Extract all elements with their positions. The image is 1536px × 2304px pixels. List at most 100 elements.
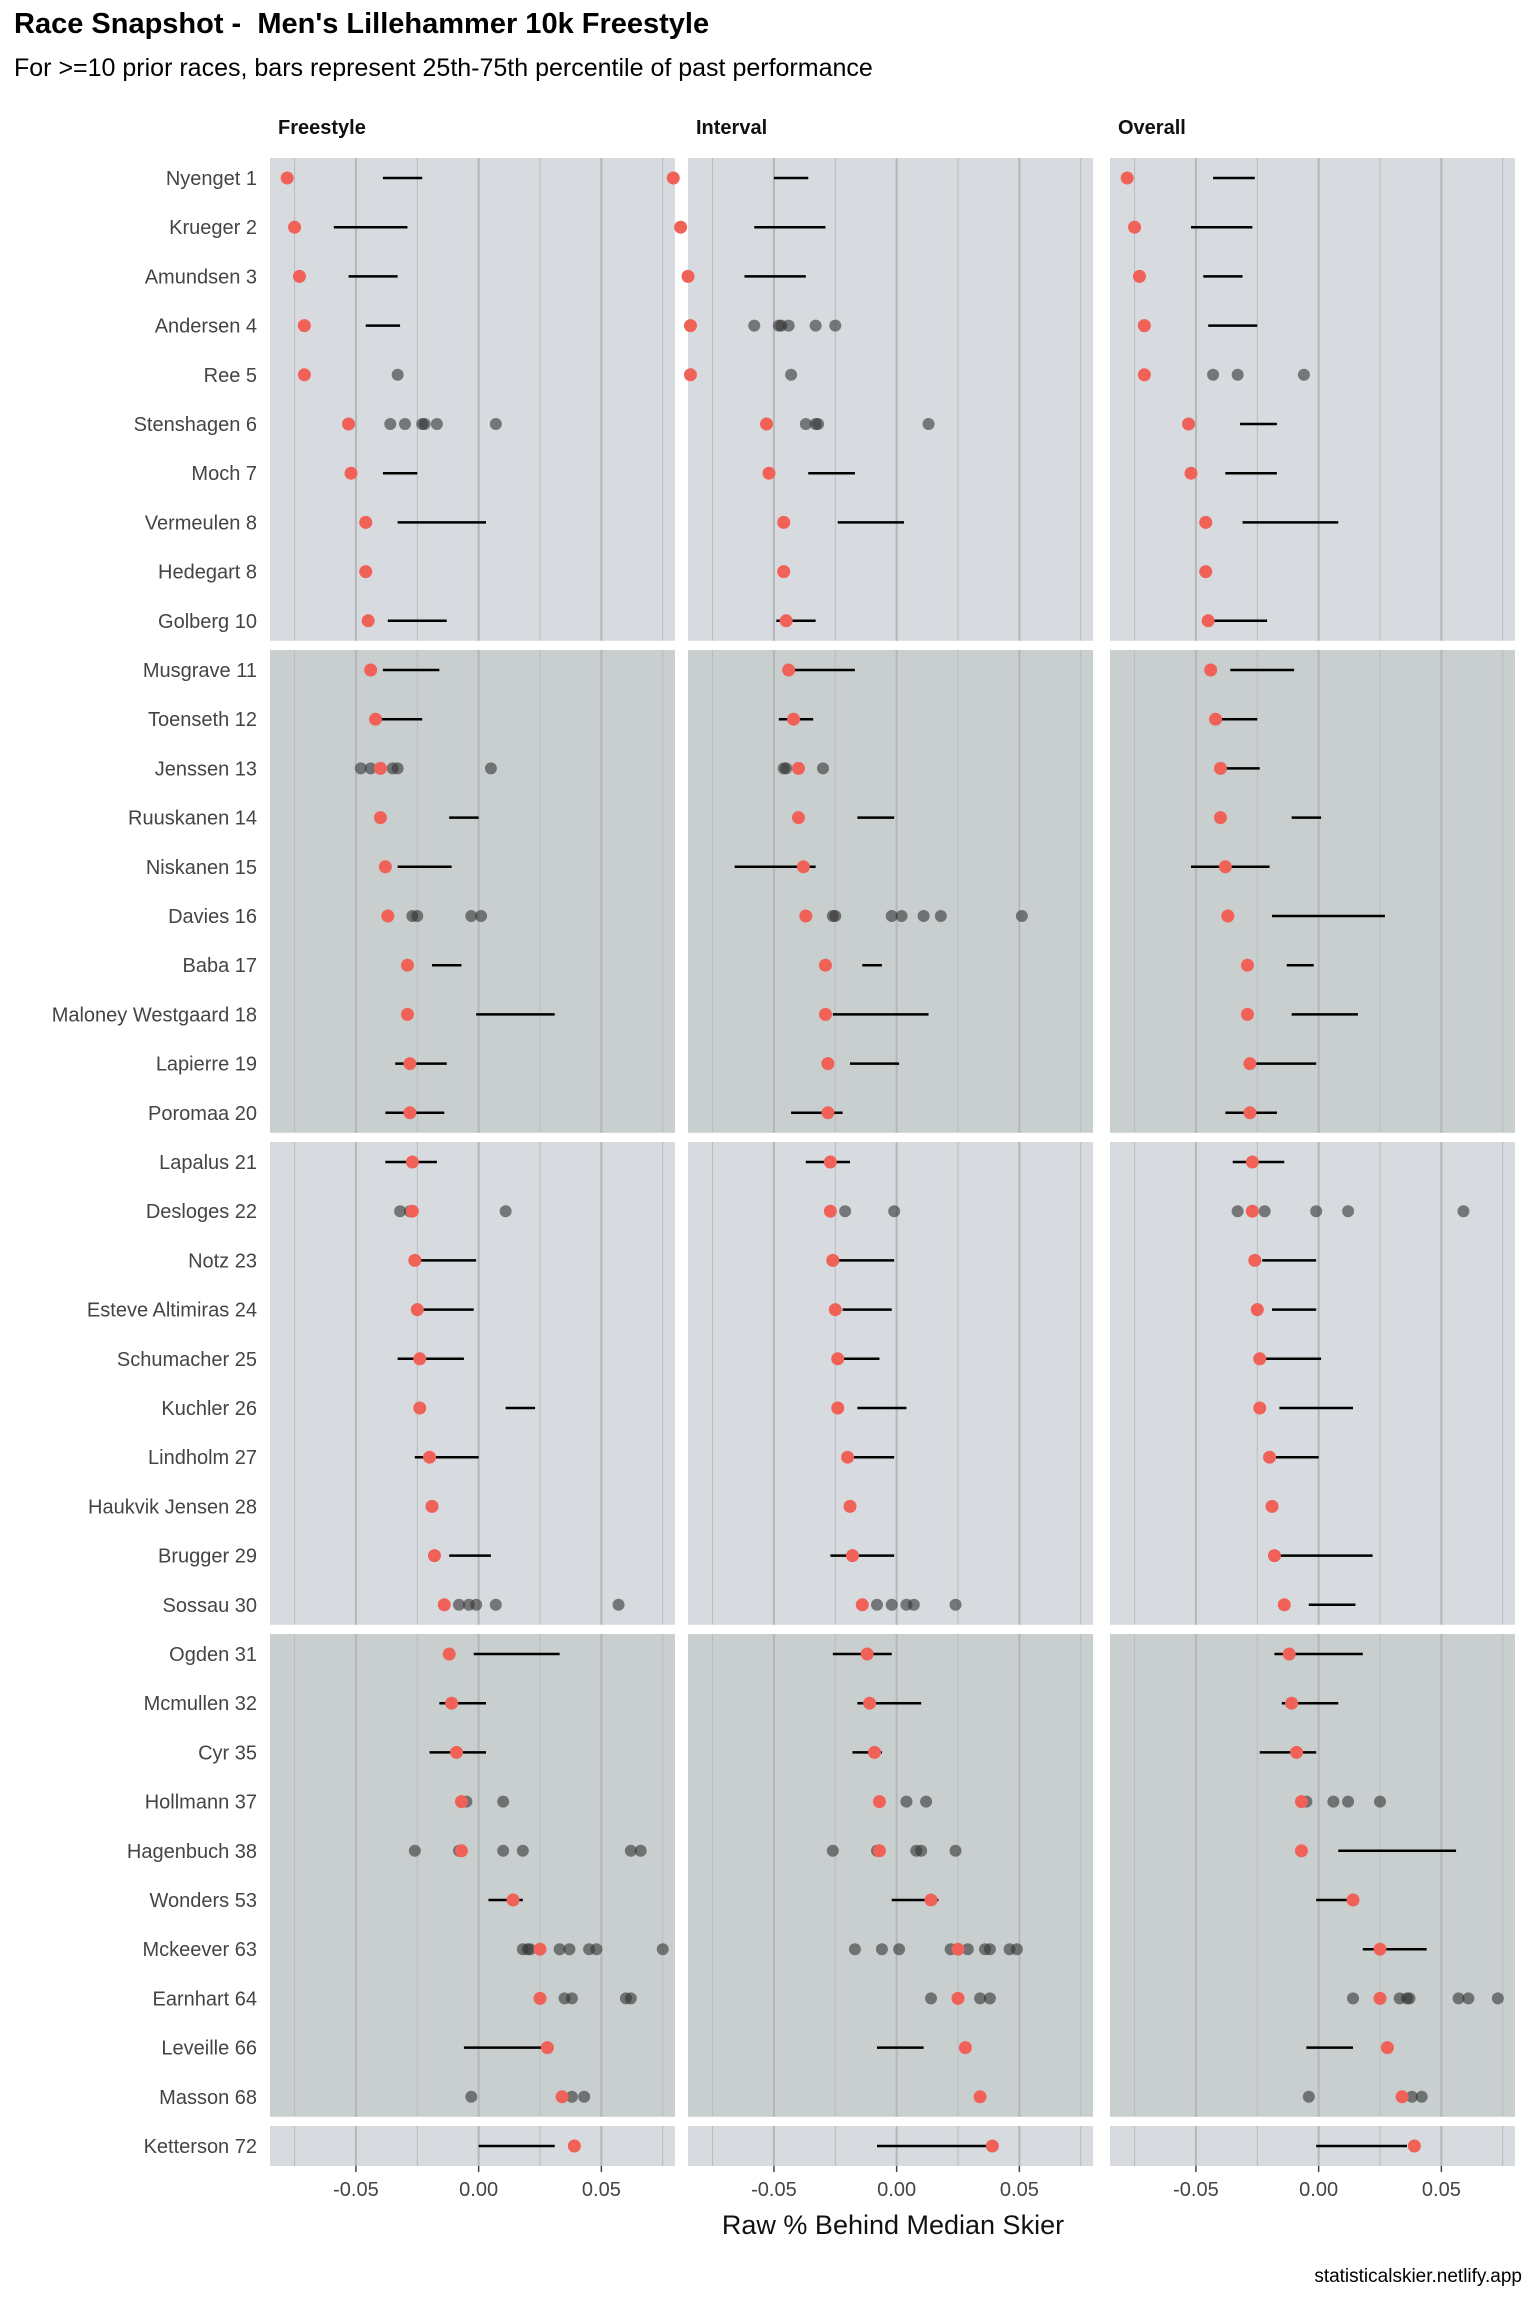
row-label: Baba 17 [182,955,257,977]
current-race-point [1240,958,1254,972]
current-race-point [666,171,680,185]
current-race-point [791,811,805,825]
current-race-point [359,515,373,529]
past-race-point [817,762,829,775]
current-race-point [373,811,387,825]
current-race-point [1128,220,1142,234]
current-race-point [872,1795,886,1809]
panel-title-overall: Overall [1118,117,1186,139]
current-race-point [410,1303,424,1317]
x-tick-label: 0.05 [582,2179,621,2201]
current-race-point [533,1942,547,1956]
current-race-point [555,2090,569,2104]
row-label: Maloney Westgaard 18 [52,1004,257,1026]
current-race-point [821,1057,835,1071]
facet-panel-interval-3 [688,1142,1093,1625]
past-race-point [656,1943,669,1956]
current-race-point [1395,2090,1409,2104]
past-race-point [983,1943,996,1956]
past-race-point [411,910,424,922]
current-race-point [924,1893,938,1907]
current-race-point [843,1499,857,1513]
past-race-point [895,910,908,922]
current-race-point [958,2041,972,2055]
x-tick-label: -0.05 [751,2179,797,2201]
row-label: Niskanen 15 [146,857,257,879]
row-label: Davies 16 [168,906,257,928]
facet-panel-interval-4 [688,1634,1093,2117]
past-race-point [634,1844,647,1857]
past-race-point [949,1598,962,1611]
row-label: Andersen 4 [155,316,257,338]
current-race-point [951,1991,965,2005]
past-race-point [565,2090,578,2103]
current-race-point [828,1303,842,1317]
current-race-point [423,1450,437,1464]
past-race-point [920,1795,933,1808]
current-race-point [373,761,387,775]
current-race-point [1282,1647,1296,1661]
facet-panel-interval-2 [688,650,1093,1133]
current-race-point [782,663,796,677]
past-race-point [364,762,377,775]
past-race-point [782,319,795,332]
current-race-point [405,1155,419,1169]
current-race-point [297,368,311,382]
past-race-point [1207,368,1220,381]
past-race-point [489,1598,502,1611]
past-race-point [1452,1992,1465,2005]
current-race-point [1201,614,1215,628]
past-race-point [553,1943,566,1956]
row-label: Toenseth 12 [148,709,257,731]
chart-title: Race Snapshot - Men's Lillehammer 10k Fr… [14,8,710,40]
current-race-point [777,565,791,579]
row-label: Hollmann 37 [145,1792,257,1814]
current-race-point [1209,712,1223,726]
past-race-point [885,910,898,922]
current-race-point [1290,1745,1304,1759]
past-race-point [812,418,825,430]
facet-panel-overall-2 [1110,650,1515,1133]
current-race-point [378,860,392,874]
current-race-point [823,1155,837,1169]
past-race-point [748,319,761,332]
x-axis-title: Raw % Behind Median Skier [722,2210,1064,2240]
row-label: Notz 23 [188,1250,257,1272]
facet-panel-overall-5 [1110,2126,1515,2166]
current-race-point [297,319,311,333]
x-tick-label: 0.00 [877,2179,916,2201]
current-race-point [1407,2139,1421,2153]
current-race-point [1267,1549,1281,1563]
past-race-point [983,1992,996,2005]
past-race-point [475,910,488,922]
past-race-point [1457,1205,1470,1218]
row-label: Hagenbuch 38 [127,1841,257,1863]
current-race-point [1373,1942,1387,1956]
current-race-point [381,909,395,923]
past-race-point [563,1943,576,1956]
row-label: Ree 5 [204,365,257,387]
current-race-point [1248,1253,1262,1267]
current-race-point [437,1598,451,1612]
current-race-point [683,368,697,382]
current-race-point [796,860,810,874]
current-race-point [1137,368,1151,382]
row-label: Brugger 29 [158,1546,257,1568]
current-race-point [425,1499,439,1513]
past-race-point [578,2090,591,2103]
past-race-point [974,1992,987,2005]
current-race-point [344,466,358,480]
past-race-point [1491,1992,1504,2005]
current-race-point [1243,1057,1257,1071]
current-race-point [1253,1352,1267,1366]
current-race-point [823,1204,837,1218]
current-race-point [831,1401,845,1415]
past-race-point [453,1598,465,1611]
row-label: Vermeulen 8 [145,512,257,534]
current-race-point [280,171,294,185]
past-race-point [917,910,930,922]
current-race-point [1285,1696,1299,1710]
current-race-point [442,1647,456,1661]
past-race-point [408,1844,421,1857]
facet-panel-freestyle-3 [270,1142,675,1625]
